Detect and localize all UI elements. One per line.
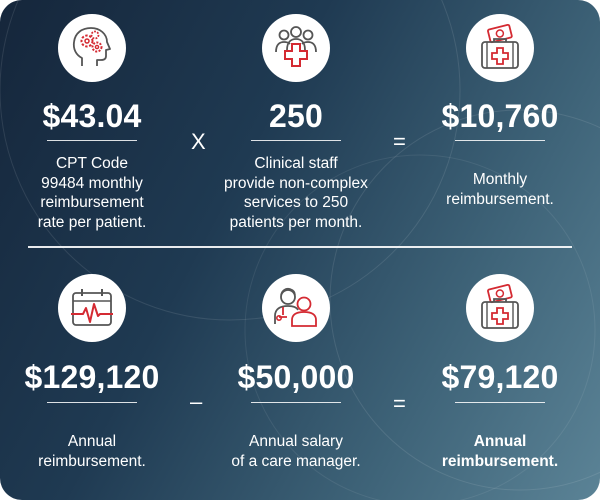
description-care-manager-salary: Annual salary of a care manager. bbox=[206, 432, 386, 471]
desc-line: reimbursement. bbox=[446, 190, 554, 208]
description-annual-reimbursement: Annual reimbursement. bbox=[2, 432, 182, 471]
desc-line: Annual bbox=[473, 433, 527, 450]
equals-operator: = bbox=[393, 129, 406, 154]
head-gears-icon-badge bbox=[58, 14, 126, 82]
value-monthly-reimbursement: $10,760 bbox=[441, 98, 559, 134]
minus-operator: – bbox=[190, 389, 203, 414]
group-medical-icon-badge bbox=[262, 14, 330, 82]
section-divider bbox=[28, 246, 572, 248]
desc-line: reimbursement bbox=[40, 194, 144, 211]
desc-line: CPT Code bbox=[55, 155, 129, 172]
underline-rule bbox=[47, 402, 137, 403]
underline-rule bbox=[455, 402, 545, 403]
value-annual-reimbursement: $129,120 bbox=[24, 359, 160, 395]
medical-kit-money-icon bbox=[481, 283, 519, 329]
description-cpt-rate: CPT Code 99484 monthly reimbursement rat… bbox=[2, 154, 182, 232]
underline-rule bbox=[251, 402, 341, 403]
value-net-annual-reimbursement: $79,120 bbox=[441, 359, 559, 395]
underline-rule bbox=[47, 140, 137, 141]
underline-rule bbox=[251, 140, 341, 141]
doctor-patient-icon bbox=[274, 287, 317, 327]
description-patients: Clinical staff provide non-complex servi… bbox=[206, 154, 386, 232]
equals-operator: = bbox=[393, 391, 406, 416]
calendar-heartbeat-icon bbox=[71, 289, 113, 326]
desc-line: Clinical staff bbox=[254, 155, 338, 172]
desc-line: Annual bbox=[67, 433, 117, 450]
medical-kit-money-icon-badge bbox=[466, 274, 534, 342]
desc-line: of a care manager. bbox=[231, 452, 361, 470]
value-care-manager-salary: $50,000 bbox=[237, 359, 355, 395]
group-medical-icon bbox=[275, 26, 317, 67]
desc-line: reimbursement. bbox=[38, 452, 146, 470]
medical-kit-money-icon bbox=[481, 23, 519, 69]
desc-line: services to 250 bbox=[243, 194, 349, 211]
description-net-annual-reimbursement: Annual reimbursement. bbox=[410, 432, 590, 471]
desc-line: 99484 monthly bbox=[41, 174, 143, 192]
value-cpt-rate: $43.04 bbox=[42, 98, 142, 134]
description-monthly-reimbursement: Monthly reimbursement. bbox=[410, 170, 590, 209]
desc-line: Annual salary bbox=[249, 433, 343, 450]
desc-line: patients per month. bbox=[229, 213, 363, 231]
head-gears-icon bbox=[72, 27, 111, 66]
value-patients: 250 bbox=[269, 98, 323, 134]
medical-kit-money-icon-badge bbox=[466, 14, 534, 82]
desc-line: provide non-complex bbox=[224, 174, 368, 192]
multiply-operator: X bbox=[191, 129, 206, 154]
desc-line: reimbursement. bbox=[441, 452, 559, 470]
calendar-heartbeat-icon-badge bbox=[58, 274, 126, 342]
doctor-patient-icon-badge bbox=[262, 274, 330, 342]
desc-line: rate per patient. bbox=[37, 213, 147, 231]
underline-rule bbox=[455, 140, 545, 141]
desc-line: Monthly bbox=[472, 171, 528, 188]
